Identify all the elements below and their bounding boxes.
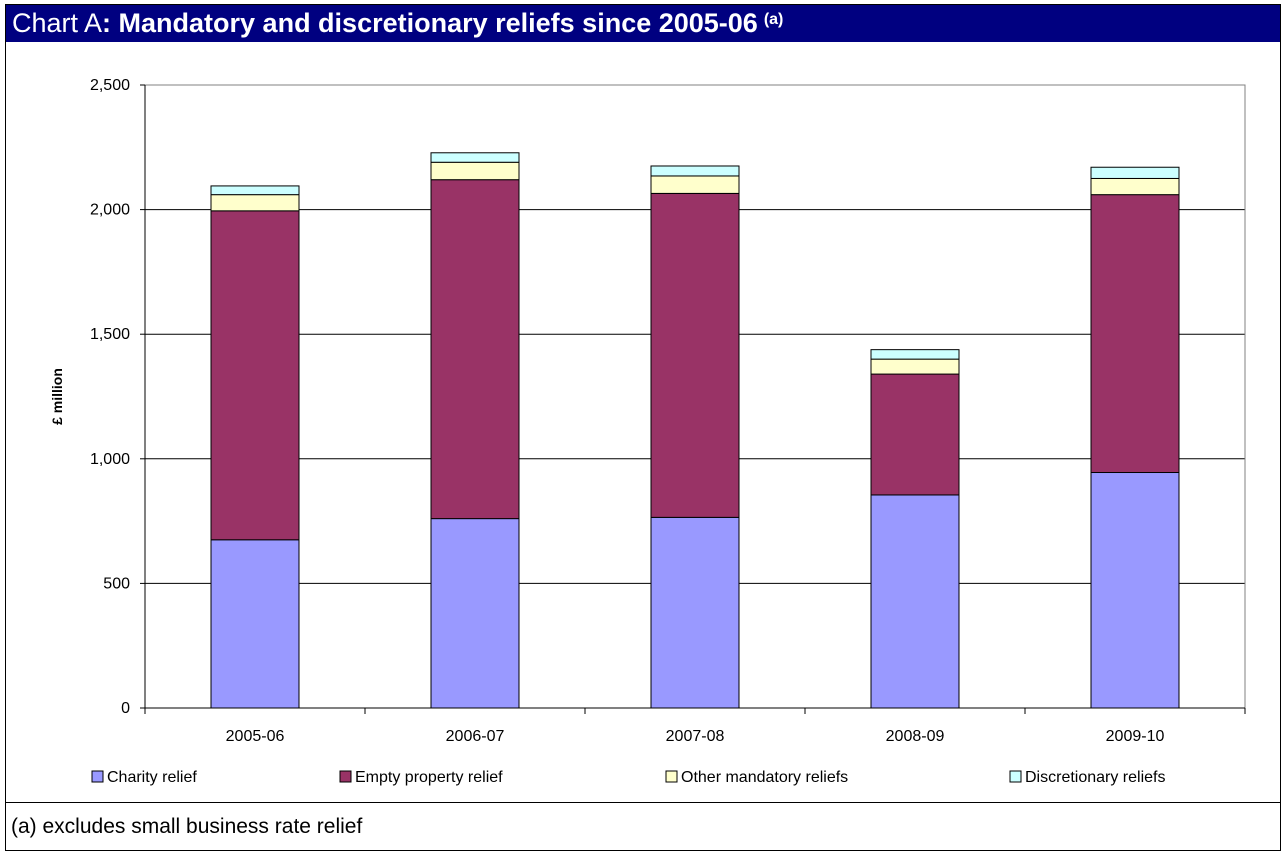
- x-tick-label: 2006-07: [446, 728, 505, 745]
- bar-segment: [430, 179, 520, 520]
- y-axis: 0 500 1,000 1,500 2,000 2,500: [90, 77, 146, 717]
- bar-segment: [870, 349, 960, 360]
- bar-segment: [210, 185, 300, 196]
- bar-segment: [870, 358, 960, 375]
- bar-segment: [650, 516, 740, 709]
- footnote: (a) excludes small business rate relief: [11, 815, 363, 838]
- y-tick-label: 2,500: [90, 77, 130, 94]
- legend-label: Charity relief: [107, 769, 197, 786]
- x-tick-label: 2007-08: [666, 728, 725, 745]
- chart-title-footnote-marker: (a): [763, 10, 784, 28]
- bar-segment: [210, 194, 300, 212]
- y-tick-label: 2,000: [90, 202, 130, 219]
- legend-swatch: [1009, 770, 1022, 783]
- bar-segment: [430, 152, 520, 163]
- chart-frame: [5, 4, 1281, 851]
- x-axis: 2005-06 2006-07 2007-08 2008-09 2009-10: [144, 707, 1246, 745]
- legend-label: Empty property relief: [355, 769, 503, 786]
- legend-label: Other mandatory reliefs: [681, 769, 848, 786]
- x-tick-label: 2008-09: [886, 728, 945, 745]
- bar-segment: [1090, 166, 1180, 179]
- y-tick-label: 0: [121, 700, 130, 717]
- bar-segment: [650, 165, 740, 177]
- footnote-divider: [5, 802, 1281, 803]
- x-tick-label: 2009-10: [1106, 728, 1165, 745]
- bar-segment: [210, 539, 300, 709]
- legend: Charity relief Empty property relief Other…: [91, 769, 1165, 786]
- y-axis-label: £ million: [49, 368, 65, 425]
- bar-segment: [430, 518, 520, 709]
- bar-segment: [1090, 177, 1180, 196]
- legend-swatch: [339, 770, 352, 783]
- bar-segment: [1090, 194, 1180, 474]
- bar-segment: [650, 175, 740, 194]
- y-tick-label: 500: [103, 575, 130, 592]
- bar-segment: [650, 192, 740, 518]
- legend-swatch: [91, 770, 104, 783]
- bar-segment: [870, 373, 960, 496]
- bar-segment: [1090, 472, 1180, 709]
- chart-title-prefix: Chart A: [12, 8, 103, 38]
- bars: [210, 152, 1180, 709]
- chart-title-bar: Chart A: Mandatory and discretionary rel…: [6, 5, 1280, 42]
- legend-label: Discretionary reliefs: [1025, 769, 1165, 786]
- y-tick-label: 1,500: [90, 326, 130, 343]
- bar-segment: [870, 494, 960, 709]
- x-tick-label: 2005-06: [226, 728, 285, 745]
- bar-segment: [430, 161, 520, 181]
- bar-segment: [210, 210, 300, 541]
- chart-title: : Mandatory and discretionary reliefs si…: [102, 8, 758, 38]
- legend-swatch: [665, 770, 678, 783]
- y-tick-label: 1,000: [90, 451, 130, 468]
